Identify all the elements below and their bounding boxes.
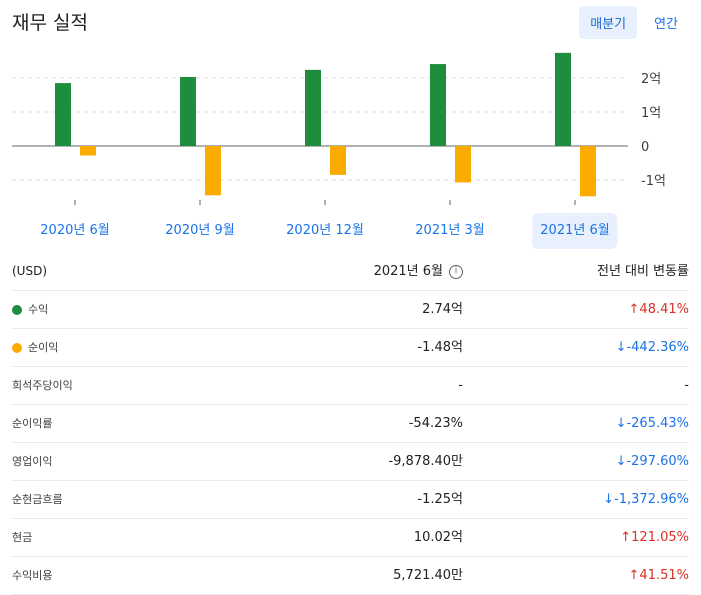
arrow-down-icon: ↓	[615, 454, 627, 469]
period-option[interactable]: 2020년 9월	[165, 223, 235, 238]
net-income-bar	[330, 146, 346, 175]
table-row: 수익 2.74억 ↑48.41%	[12, 291, 689, 329]
legend-dot	[12, 342, 22, 353]
financials-table: (USD) 2021년 6월 i 전년 대비 변동률 수익 2.74억 ↑48.41…	[12, 253, 689, 595]
legend-dot	[12, 304, 22, 315]
table-row: 영업이익 -9,878.40만 ↓-297.60%	[12, 443, 689, 481]
row-label: 순현금흐름	[12, 493, 63, 506]
row-value: -9,878.40만	[388, 454, 463, 469]
row-change: ↑121.05%	[620, 519, 689, 556]
row-label-cell: 영업이익	[12, 443, 52, 480]
arrow-up-icon: ↑	[628, 568, 640, 583]
row-value: 5,721.40만	[393, 568, 463, 583]
row-value: -54.23%	[408, 416, 463, 431]
row-label-cell: 순이익률	[12, 405, 52, 442]
row-label: 수익비용	[12, 569, 53, 582]
row-change-value: -442.36%	[626, 340, 689, 355]
row-change: -	[684, 367, 689, 404]
tab-quarterly[interactable]: 매분기	[579, 6, 638, 39]
table-row: 순현금흐름 -1.25억 ↓-1,372.96%	[12, 481, 689, 519]
currency-label: (USD)	[12, 264, 48, 278]
net-income-bar	[80, 146, 96, 156]
table-row: 현금 10.02억 ↑121.05%	[12, 519, 689, 557]
row-change: ↓-442.36%	[616, 329, 689, 366]
row-change-value: 48.41%	[639, 302, 689, 317]
arrow-up-icon: ↑	[620, 530, 632, 545]
revenue-bar	[55, 83, 71, 146]
table-row: 순이익 -1.48억 ↓-442.36%	[12, 329, 689, 367]
y-tick-label: 0	[641, 140, 649, 155]
tab-annual[interactable]: 연간	[654, 17, 678, 32]
row-label: 희석주당이익	[12, 379, 73, 392]
table-row: 수익비용 5,721.40만 ↑41.51%	[12, 557, 689, 595]
table-row: 순이익률 -54.23% ↓-265.43%	[12, 405, 689, 443]
row-change: ↓-297.60%	[616, 443, 689, 480]
row-label: 수익	[28, 303, 49, 316]
row-label-cell: 순현금흐름	[12, 481, 63, 518]
row-change: ↓-265.43%	[616, 405, 689, 442]
table-row: 희석주당이익 - -	[12, 367, 689, 405]
row-label-cell: 현금	[12, 519, 32, 556]
revenue-bar	[305, 69, 321, 146]
row-change-value: -	[684, 378, 689, 393]
period-option[interactable]: 2021년 3월	[415, 223, 485, 238]
row-value: 2.74억	[422, 302, 463, 317]
row-label-cell: 희석주당이익	[12, 367, 73, 404]
financial-bar-chart: 2억 1억 0 -1억	[12, 52, 666, 205]
y-tick-label: 1억	[641, 106, 661, 121]
row-label: 현금	[12, 531, 33, 544]
row-value: 10.02억	[413, 530, 463, 545]
row-label: 영업이익	[12, 455, 53, 468]
change-column-header: 전년 대비 변동률	[597, 264, 689, 279]
row-label-cell: 수익비용	[12, 557, 52, 594]
period-column-label: 2021년 6월	[373, 264, 443, 279]
revenue-bar	[180, 76, 196, 146]
row-change: ↑41.51%	[629, 557, 689, 594]
row-change: ↓-1,372.96%	[603, 481, 689, 518]
arrow-down-icon: ↓	[603, 492, 615, 507]
row-change-value: -1,372.96%	[614, 492, 689, 507]
row-label: 순이익률	[12, 417, 53, 430]
y-tick-label: 2억	[641, 72, 661, 87]
row-value: -1.48억	[417, 340, 463, 355]
row-change-value: -265.43%	[626, 416, 689, 431]
revenue-bar	[430, 64, 446, 146]
revenue-bar	[555, 52, 571, 147]
net-income-bar	[455, 146, 471, 183]
row-label: 순이익	[28, 341, 59, 354]
period-column-header: 2021년 6월 i	[374, 253, 463, 290]
row-change-value: 121.05%	[631, 530, 689, 545]
row-label-cell: 수익	[12, 291, 48, 328]
period-option[interactable]: 2020년 6월	[40, 223, 110, 238]
table-header: (USD) 2021년 6월 i 전년 대비 변동률	[12, 253, 689, 291]
period-option[interactable]: 2021년 6월	[532, 213, 618, 249]
row-change-value: -297.60%	[626, 454, 689, 469]
row-label-cell: 순이익	[12, 329, 58, 366]
period-option[interactable]: 2020년 12월	[286, 223, 364, 238]
page-title: 재무 실적	[12, 12, 88, 34]
arrow-up-icon: ↑	[628, 302, 640, 317]
row-value: -	[458, 378, 463, 393]
row-value: -1.25억	[417, 492, 463, 507]
info-icon[interactable]: i	[449, 264, 463, 279]
period-selector: 2020년 6월 2020년 9월 2020년 12월 2021년 3월 2021년 6…	[0, 213, 701, 249]
y-tick-label: -1억	[641, 174, 666, 189]
period-tabs: 매분기 연간	[579, 6, 689, 39]
net-income-bar	[205, 146, 221, 196]
arrow-down-icon: ↓	[615, 340, 627, 355]
row-change-value: 41.51%	[639, 568, 689, 583]
arrow-down-icon: ↓	[615, 416, 627, 431]
net-income-bar	[580, 146, 596, 197]
row-change: ↑48.41%	[629, 291, 689, 328]
